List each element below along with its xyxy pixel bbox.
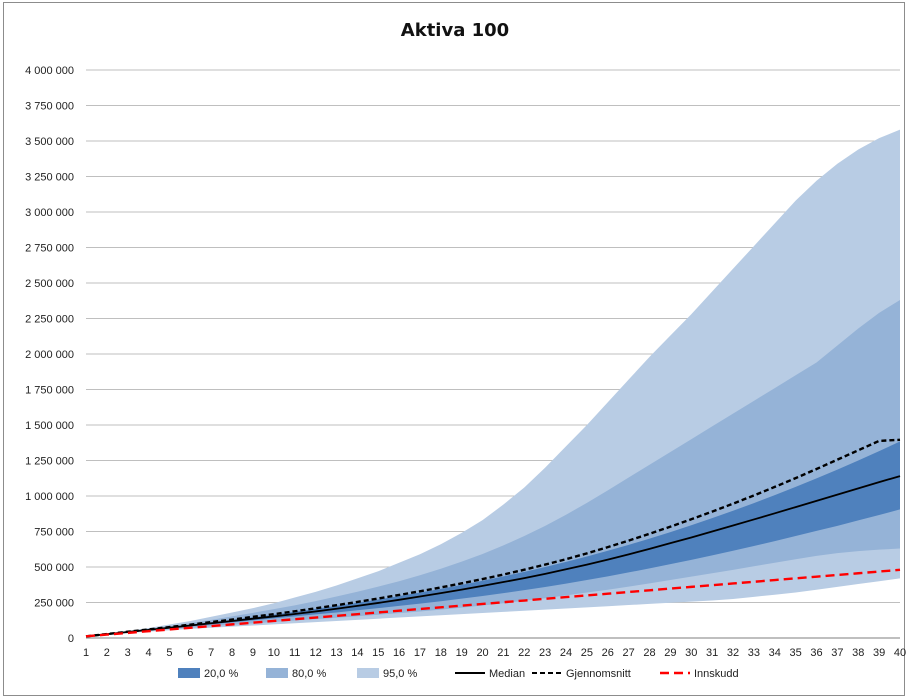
band-200 bbox=[86, 441, 900, 637]
legend-item: Gjennomsnitt bbox=[532, 668, 631, 680]
y-tick-label: 1 000 000 bbox=[25, 491, 74, 503]
x-tick-label: 6 bbox=[187, 647, 193, 659]
y-tick-label: 3 750 000 bbox=[25, 101, 74, 113]
y-tick-label: 1 750 000 bbox=[25, 385, 74, 397]
y-tick-label: 2 000 000 bbox=[25, 349, 74, 361]
x-tick-label: 13 bbox=[330, 647, 342, 659]
y-tick-label: 250 000 bbox=[34, 598, 74, 610]
legend-label: 95,0 % bbox=[383, 668, 417, 680]
legend-label: 80,0 % bbox=[292, 668, 326, 680]
legend-item: 80,0 % bbox=[266, 668, 326, 680]
legend-swatch bbox=[266, 668, 288, 678]
x-tick-label: 27 bbox=[623, 647, 635, 659]
x-tick-label: 26 bbox=[602, 647, 614, 659]
x-tick-label: 9 bbox=[250, 647, 256, 659]
x-tick-label: 35 bbox=[790, 647, 802, 659]
legend: 20,0 % 80,0 % 95,0 % Median Gjennomsnitt Inns… bbox=[178, 668, 739, 680]
chart-title: Aktiva 100 bbox=[400, 20, 510, 41]
x-tick-label: 34 bbox=[769, 647, 781, 659]
y-tick-label: 0 bbox=[68, 633, 74, 645]
x-tick-label: 1 bbox=[83, 647, 89, 659]
series-line-gjennomsnitt bbox=[85, 438, 901, 638]
x-tick-label: 7 bbox=[208, 647, 214, 659]
x-tick-label: 31 bbox=[706, 647, 718, 659]
legend-item: Innskudd bbox=[660, 668, 739, 680]
legend-swatch bbox=[178, 668, 200, 678]
y-tick-label: 500 000 bbox=[34, 562, 74, 574]
x-tick-label: 19 bbox=[456, 647, 468, 659]
x-tick-label: 12 bbox=[309, 647, 321, 659]
x-tick-label: 18 bbox=[435, 647, 447, 659]
x-tick-label: 36 bbox=[810, 647, 822, 659]
confidence-bands bbox=[86, 129, 900, 639]
series-line-median bbox=[85, 475, 901, 638]
y-tick-label: 2 500 000 bbox=[25, 278, 74, 290]
x-tick-label: 17 bbox=[414, 647, 426, 659]
x-tick-label: 37 bbox=[831, 647, 843, 659]
x-tick-label: 29 bbox=[664, 647, 676, 659]
y-tick-label: 2 750 000 bbox=[25, 243, 74, 255]
x-tick-label: 20 bbox=[476, 647, 488, 659]
legend-item: 95,0 % bbox=[357, 668, 417, 680]
x-tick-label: 22 bbox=[518, 647, 530, 659]
y-tick-label: 3 000 000 bbox=[25, 207, 74, 219]
x-tick-label: 3 bbox=[125, 647, 131, 659]
legend-label: 20,0 % bbox=[204, 668, 238, 680]
x-tick-label: 30 bbox=[685, 647, 697, 659]
legend-label: Median bbox=[489, 668, 525, 680]
legend-item: 20,0 % bbox=[178, 668, 238, 680]
series-lines bbox=[85, 438, 901, 638]
x-tick-label: 15 bbox=[372, 647, 384, 659]
x-tick-label: 23 bbox=[539, 647, 551, 659]
series-line-innskudd bbox=[85, 568, 901, 638]
x-tick-label: 25 bbox=[581, 647, 593, 659]
x-tick-label: 28 bbox=[643, 647, 655, 659]
legend-label: Gjennomsnitt bbox=[566, 668, 631, 680]
y-tick-label: 3 250 000 bbox=[25, 172, 74, 184]
x-tick-label: 2 bbox=[104, 647, 110, 659]
x-tick-label: 16 bbox=[393, 647, 405, 659]
x-tick-label: 38 bbox=[852, 647, 864, 659]
x-tick-label: 14 bbox=[351, 647, 363, 659]
x-tick-label: 5 bbox=[166, 647, 172, 659]
x-tick-label: 39 bbox=[873, 647, 885, 659]
x-tick-label: 11 bbox=[289, 647, 300, 659]
legend-item: Median bbox=[455, 668, 525, 680]
legend-swatch bbox=[357, 668, 379, 678]
y-tick-label: 1 250 000 bbox=[25, 456, 74, 468]
y-tick-label: 3 500 000 bbox=[25, 136, 74, 148]
y-axis-ticks: 0 250 000 500 000 750 000 1 000 000 1 250 000… bbox=[25, 65, 74, 645]
x-tick-label: 10 bbox=[268, 647, 280, 659]
y-tick-label: 4 000 000 bbox=[25, 65, 74, 77]
x-tick-label: 40 bbox=[894, 647, 906, 659]
x-tick-label: 4 bbox=[146, 647, 152, 659]
x-tick-label: 33 bbox=[748, 647, 760, 659]
x-axis-ticks: 1 2 3 4 5 6 7 8 9 10 11 12 13 14 15 16 17 18 19 20 21 22 23 24 2… bbox=[83, 647, 906, 659]
x-tick-label: 8 bbox=[229, 647, 235, 659]
y-tick-label: 750 000 bbox=[34, 527, 74, 539]
x-tick-label: 24 bbox=[560, 647, 572, 659]
x-tick-label: 32 bbox=[727, 647, 739, 659]
x-tick-label: 21 bbox=[497, 647, 509, 659]
legend-label: Innskudd bbox=[694, 668, 739, 680]
y-tick-label: 1 500 000 bbox=[25, 420, 74, 432]
y-tick-label: 2 250 000 bbox=[25, 314, 74, 326]
